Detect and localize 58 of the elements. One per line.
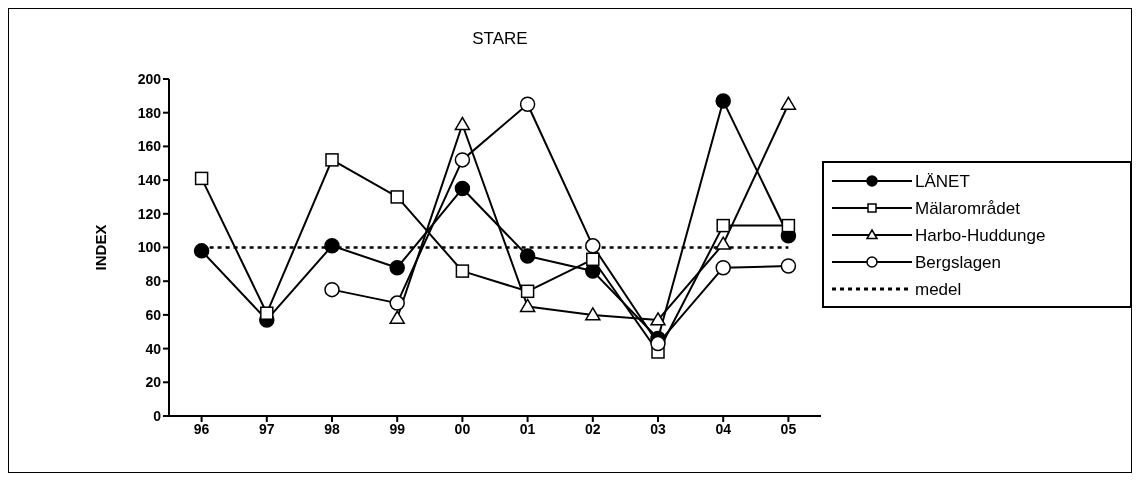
y-tick-label: 40 [145, 340, 162, 357]
point [455, 264, 470, 278]
point [324, 281, 340, 298]
y-axis-title: INDEX [92, 224, 110, 271]
y-tick-label: 20 [145, 374, 162, 391]
point [390, 190, 404, 204]
point [520, 284, 535, 299]
point [260, 306, 274, 320]
point [454, 180, 471, 197]
y-tick-label: 60 [145, 306, 162, 323]
chart-title: STARE [471, 29, 529, 49]
legend-label: Bergslagen [915, 253, 1002, 272]
y-tick-label: 140 [137, 172, 162, 189]
point [325, 153, 339, 167]
point [715, 259, 731, 276]
legend-label: LÄNET [915, 172, 970, 191]
y-tick-label: 120 [137, 205, 162, 222]
point [194, 171, 209, 186]
x-tick-label: 99 [389, 420, 406, 437]
legend-label: medel [915, 280, 962, 299]
y-tick-label: 0 [153, 407, 162, 424]
point [454, 116, 471, 131]
legend-label: Harbo-Huddunge [915, 226, 1046, 245]
point [780, 96, 797, 110]
point [586, 252, 600, 267]
y-tick-label: 200 [137, 70, 162, 87]
point [780, 258, 797, 274]
y-tick-label: 160 [137, 138, 162, 155]
x-tick-label: 00 [454, 420, 471, 437]
point [519, 298, 536, 313]
point [715, 93, 731, 109]
x-tick-label: 05 [780, 420, 797, 437]
point [454, 152, 471, 168]
point [585, 238, 601, 254]
point [389, 310, 405, 324]
x-tick-label: 01 [519, 420, 536, 437]
point [781, 218, 796, 233]
point [389, 295, 405, 311]
y-tick-label: 180 [137, 104, 162, 121]
point [716, 218, 730, 233]
point [519, 248, 536, 264]
point [650, 335, 666, 352]
point [650, 312, 666, 326]
point [389, 259, 405, 276]
x-tick-label: 98 [324, 420, 340, 437]
y-tick-label: 100 [137, 239, 162, 256]
x-tick-label: 96 [193, 420, 210, 437]
point [519, 96, 536, 113]
point [585, 307, 601, 321]
x-tick-label: 03 [650, 420, 666, 437]
point [193, 243, 210, 259]
x-tick-label: 97 [259, 420, 275, 437]
legend-label: Mälarområdet [915, 199, 1021, 218]
y-tick-label: 80 [145, 273, 162, 290]
x-tick-label: 04 [715, 420, 732, 437]
point [324, 238, 340, 254]
x-tick-label: 02 [585, 420, 601, 437]
point [715, 236, 731, 250]
